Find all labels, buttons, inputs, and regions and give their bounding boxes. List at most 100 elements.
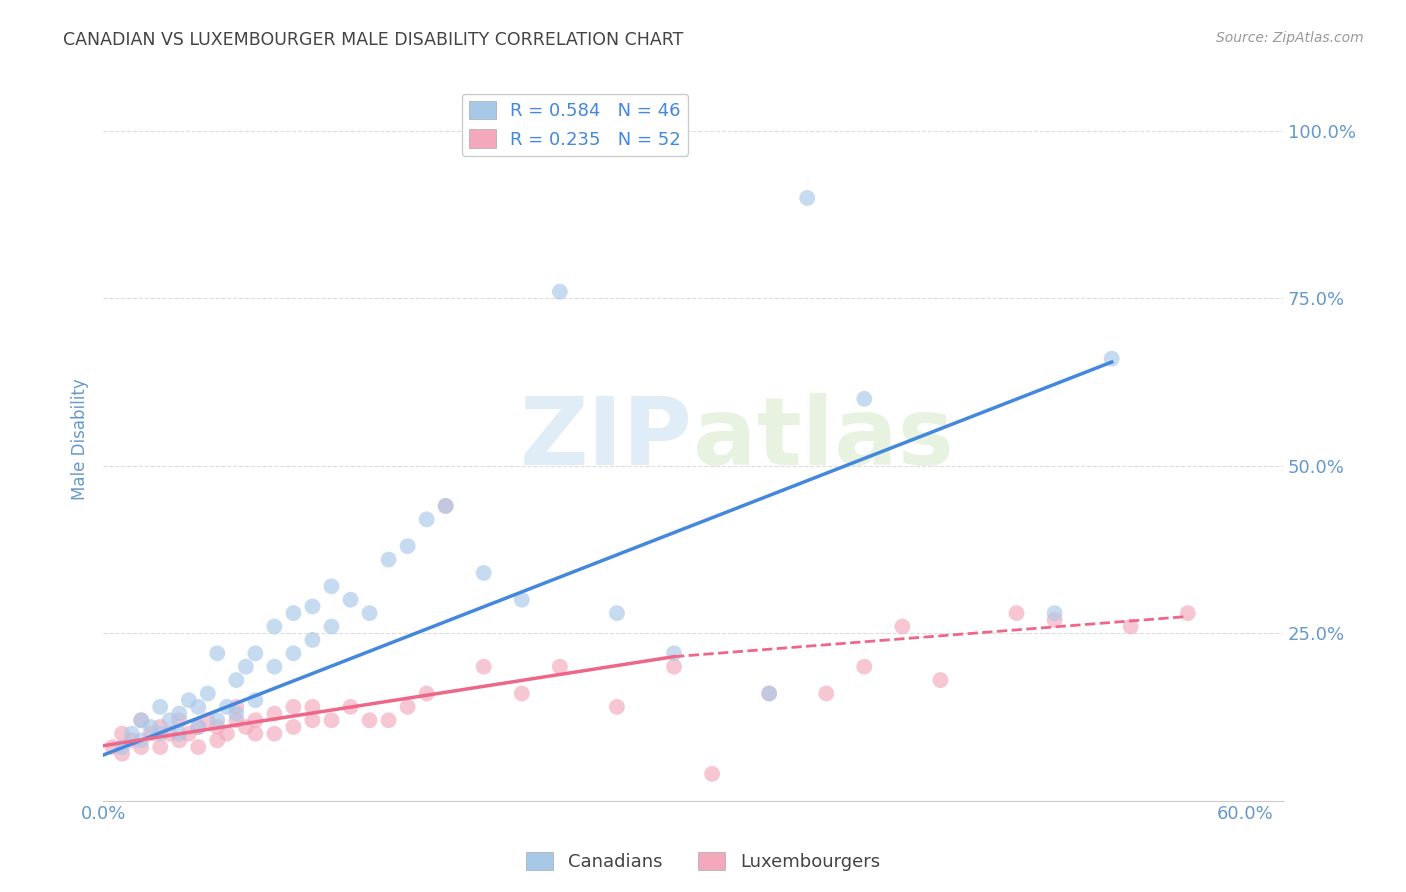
Point bbox=[796, 191, 818, 205]
Point bbox=[177, 693, 200, 707]
Legend: R = 0.584   N = 46, R = 0.235   N = 52: R = 0.584 N = 46, R = 0.235 N = 52 bbox=[461, 94, 689, 156]
Point bbox=[434, 499, 457, 513]
Point bbox=[121, 726, 143, 740]
Point bbox=[167, 706, 190, 721]
Point bbox=[225, 706, 247, 721]
Point bbox=[396, 539, 419, 553]
Point bbox=[139, 720, 162, 734]
Point bbox=[197, 713, 219, 727]
Point bbox=[129, 713, 152, 727]
Point bbox=[215, 699, 238, 714]
Point bbox=[111, 747, 134, 761]
Point bbox=[377, 552, 399, 566]
Point bbox=[207, 713, 229, 727]
Point bbox=[187, 699, 209, 714]
Text: atlas: atlas bbox=[693, 393, 955, 485]
Point bbox=[263, 659, 285, 673]
Point bbox=[339, 699, 361, 714]
Point bbox=[301, 699, 323, 714]
Point bbox=[283, 646, 305, 660]
Point bbox=[606, 606, 628, 620]
Point bbox=[359, 606, 381, 620]
Point bbox=[187, 720, 209, 734]
Point bbox=[510, 592, 533, 607]
Point bbox=[149, 699, 172, 714]
Point bbox=[662, 646, 685, 660]
Point bbox=[235, 659, 257, 673]
Point bbox=[187, 720, 209, 734]
Point bbox=[149, 726, 172, 740]
Point bbox=[111, 740, 134, 755]
Point bbox=[339, 592, 361, 607]
Point bbox=[215, 726, 238, 740]
Point bbox=[1005, 606, 1028, 620]
Point bbox=[197, 686, 219, 700]
Point bbox=[129, 733, 152, 747]
Point bbox=[167, 726, 190, 740]
Point bbox=[758, 686, 780, 700]
Point bbox=[121, 733, 143, 747]
Point bbox=[472, 659, 495, 673]
Point bbox=[167, 713, 190, 727]
Point bbox=[129, 740, 152, 755]
Point bbox=[283, 699, 305, 714]
Point bbox=[510, 686, 533, 700]
Point bbox=[396, 699, 419, 714]
Point bbox=[235, 720, 257, 734]
Point bbox=[321, 579, 343, 593]
Point bbox=[301, 632, 323, 647]
Point bbox=[700, 767, 723, 781]
Point bbox=[245, 646, 267, 660]
Point bbox=[245, 693, 267, 707]
Point bbox=[139, 726, 162, 740]
Point bbox=[149, 740, 172, 755]
Point bbox=[111, 726, 134, 740]
Point bbox=[548, 659, 571, 673]
Text: Source: ZipAtlas.com: Source: ZipAtlas.com bbox=[1216, 31, 1364, 45]
Point bbox=[853, 659, 876, 673]
Point bbox=[207, 733, 229, 747]
Point bbox=[207, 720, 229, 734]
Point bbox=[245, 726, 267, 740]
Point bbox=[187, 740, 209, 755]
Text: CANADIAN VS LUXEMBOURGER MALE DISABILITY CORRELATION CHART: CANADIAN VS LUXEMBOURGER MALE DISABILITY… bbox=[63, 31, 683, 49]
Point bbox=[225, 713, 247, 727]
Point bbox=[321, 713, 343, 727]
Point bbox=[301, 599, 323, 614]
Point bbox=[129, 713, 152, 727]
Point bbox=[1043, 606, 1066, 620]
Point bbox=[929, 673, 952, 687]
Point bbox=[415, 686, 437, 700]
Point bbox=[662, 659, 685, 673]
Point bbox=[321, 619, 343, 633]
Point bbox=[758, 686, 780, 700]
Point bbox=[263, 726, 285, 740]
Point bbox=[434, 499, 457, 513]
Point bbox=[263, 706, 285, 721]
Point bbox=[101, 740, 124, 755]
Point bbox=[301, 713, 323, 727]
Point bbox=[207, 646, 229, 660]
Point bbox=[359, 713, 381, 727]
Point bbox=[1043, 613, 1066, 627]
Point bbox=[225, 699, 247, 714]
Y-axis label: Male Disability: Male Disability bbox=[72, 378, 89, 500]
Legend: Canadians, Luxembourgers: Canadians, Luxembourgers bbox=[519, 845, 887, 879]
Point bbox=[472, 566, 495, 580]
Point bbox=[853, 392, 876, 406]
Point bbox=[149, 720, 172, 734]
Point bbox=[225, 673, 247, 687]
Point bbox=[245, 713, 267, 727]
Point bbox=[891, 619, 914, 633]
Point bbox=[283, 606, 305, 620]
Point bbox=[177, 726, 200, 740]
Point bbox=[415, 512, 437, 526]
Point bbox=[263, 619, 285, 633]
Point bbox=[606, 699, 628, 714]
Point bbox=[283, 720, 305, 734]
Point bbox=[1177, 606, 1199, 620]
Point bbox=[815, 686, 838, 700]
Point bbox=[377, 713, 399, 727]
Point bbox=[548, 285, 571, 299]
Text: ZIP: ZIP bbox=[520, 393, 693, 485]
